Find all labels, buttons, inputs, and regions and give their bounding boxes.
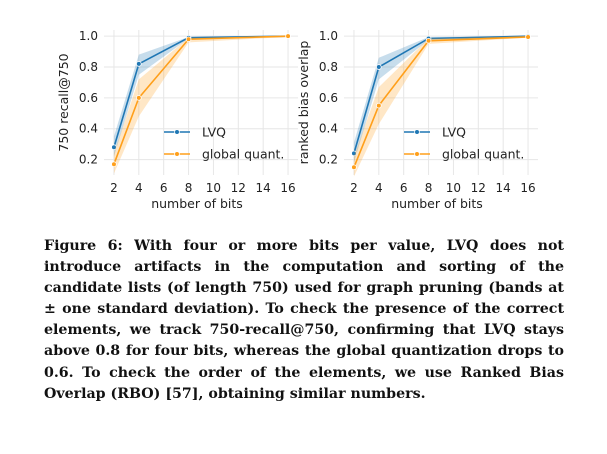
data-point xyxy=(425,37,432,44)
figure-caption: Figure 6: With four or more bits per val… xyxy=(44,238,564,402)
series-line xyxy=(353,35,529,154)
legend-label: global quant. xyxy=(442,147,524,162)
y-tick-label: 0.4 xyxy=(319,122,338,136)
legend-marker xyxy=(174,151,180,157)
x-tick-label: 8 xyxy=(425,181,433,195)
y-tick-label: 0.2 xyxy=(79,153,98,167)
legend-entry: global quant. xyxy=(404,147,524,162)
data-point xyxy=(351,164,357,171)
legend-entry: LVQ xyxy=(404,125,466,140)
y-tick-label: 0.4 xyxy=(79,122,98,136)
legend-marker xyxy=(174,129,180,135)
x-tick-label: 2 xyxy=(110,181,118,195)
legend-label: global quant. xyxy=(202,147,284,162)
x-tick-label: 2 xyxy=(350,181,358,195)
y-tick-label: 0.6 xyxy=(79,91,98,105)
x-tick-label: 16 xyxy=(280,181,295,195)
legend-entry: global quant. xyxy=(164,147,284,162)
chart-panel-1: 2 4 6 8 10 12 14 16 0.2 0.4 0.6 0.8 1.0 number of bit… xyxy=(56,29,298,211)
x-axis-label: number of bits xyxy=(151,196,243,211)
legend-label: LVQ xyxy=(202,125,226,140)
x-axis-label: number of bits xyxy=(391,196,483,211)
std-band xyxy=(113,36,289,174)
data-point xyxy=(136,95,142,101)
x-tick-label: 10 xyxy=(446,181,461,195)
std-band xyxy=(353,36,529,177)
data-point xyxy=(525,34,531,40)
legend-marker xyxy=(414,129,420,135)
x-tick-label: 16 xyxy=(520,181,535,195)
data-point xyxy=(136,61,142,67)
plot-area xyxy=(344,30,538,175)
x-tick-label: 10 xyxy=(206,181,221,195)
x-tick-label: 12 xyxy=(231,181,246,195)
series-global-quant xyxy=(111,33,291,174)
x-tick-label: 4 xyxy=(375,181,383,195)
y-tick-label: 1.0 xyxy=(79,29,98,43)
data-point xyxy=(111,161,117,168)
y-tick-label: 0.6 xyxy=(319,91,338,105)
series-global-quant xyxy=(351,34,531,177)
x-tick-label: 4 xyxy=(135,181,143,195)
x-tick-label: 14 xyxy=(256,181,271,195)
legend-entry: LVQ xyxy=(164,125,226,140)
data-point xyxy=(285,33,291,39)
y-tick-label: 0.8 xyxy=(319,60,338,74)
charts-svg: 2 4 6 8 10 12 14 16 0.2 0.4 0.6 0.8 1.0 number of bit… xyxy=(56,29,538,211)
x-tick-label: 14 xyxy=(496,181,511,195)
data-point xyxy=(376,64,382,70)
y-axis-label: ranked bias overlap xyxy=(296,41,311,165)
x-tick-label: 6 xyxy=(400,181,408,195)
y-tick-label: 1.0 xyxy=(319,29,338,43)
y-axis-label: 750 recall@750 xyxy=(56,53,71,151)
data-point xyxy=(111,144,117,151)
legend-marker xyxy=(414,151,420,157)
x-tick-label: 6 xyxy=(160,181,168,195)
legend-label: LVQ xyxy=(442,125,466,140)
y-tick-label: 0.2 xyxy=(319,153,338,167)
series-line xyxy=(353,36,529,168)
chart-panel-2: 2 4 6 8 10 12 14 16 0.2 0.4 0.6 0.8 1.0 number of bit… xyxy=(296,29,538,211)
series-line xyxy=(113,35,289,165)
y-tick-label: 0.8 xyxy=(79,60,98,74)
data-point xyxy=(351,150,357,157)
x-tick-label: 12 xyxy=(471,181,486,195)
data-point xyxy=(185,36,192,43)
x-tick-label: 8 xyxy=(185,181,193,195)
data-point xyxy=(376,102,382,109)
